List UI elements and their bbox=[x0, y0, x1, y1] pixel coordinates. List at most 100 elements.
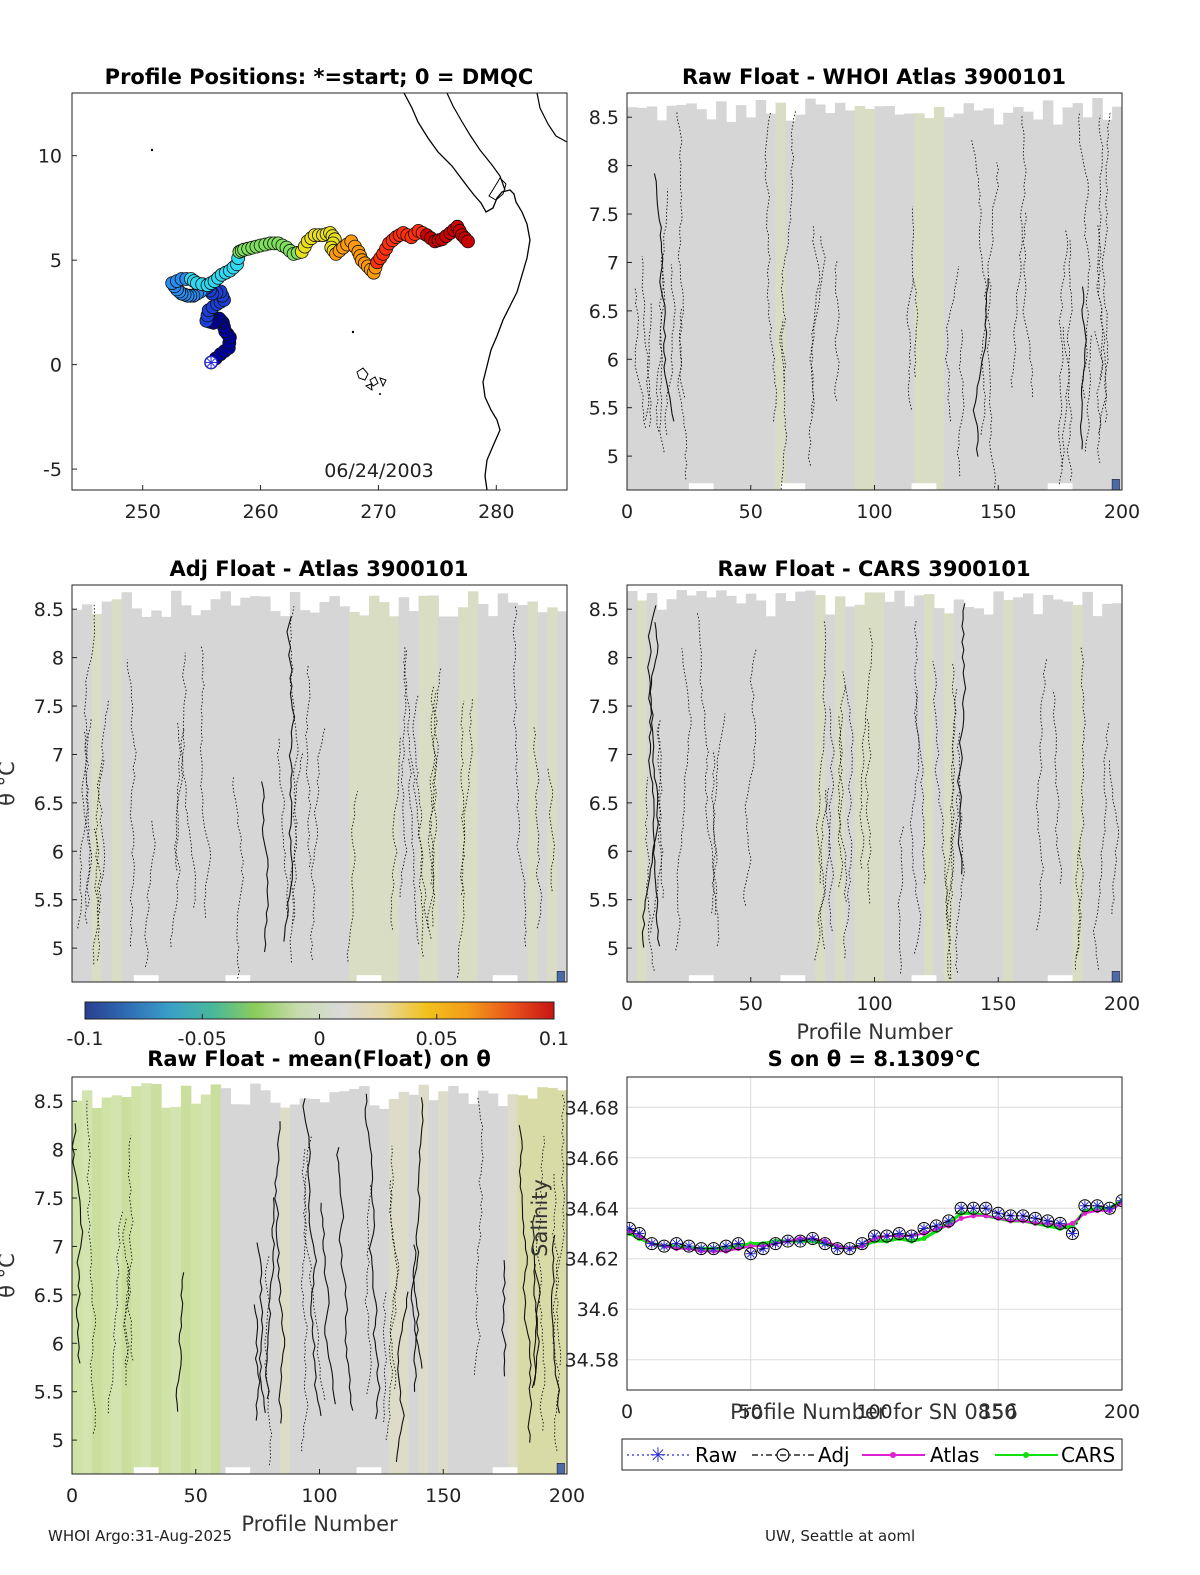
heatmap-cell bbox=[378, 1108, 390, 1474]
heatmap-contour-line bbox=[336, 1147, 354, 1411]
heatmap-cell bbox=[270, 611, 281, 982]
asterisk-marker-icon bbox=[1118, 1199, 1122, 1205]
colorbar-tick-label: 0.1 bbox=[539, 1028, 569, 1050]
asterisk-marker-icon bbox=[969, 1204, 978, 1213]
salinity-point-raw bbox=[1117, 1195, 1122, 1206]
heatmap-contour-line bbox=[303, 1136, 326, 1400]
heatmap-contour-line bbox=[395, 1291, 409, 1463]
heatmap-gap bbox=[911, 975, 937, 982]
heatmap-cell bbox=[279, 1107, 291, 1474]
heatmap-cell bbox=[844, 110, 856, 490]
heatmap-contour-line bbox=[122, 1217, 130, 1366]
heatmap-gap bbox=[688, 483, 714, 490]
asterisk-marker-icon bbox=[1118, 1196, 1122, 1202]
heatmap-cell bbox=[973, 608, 984, 982]
heatmap-cell bbox=[319, 1102, 330, 1474]
heatmap-cell bbox=[755, 100, 767, 490]
heatmap-cell bbox=[656, 120, 668, 490]
heatmap-cell bbox=[1003, 112, 1014, 490]
heatmap-gap bbox=[688, 975, 714, 982]
heatmap-cell bbox=[369, 1105, 380, 1474]
salinity-ticks: 0 50 100 150 200 34.58 34.6 34.62 34.64 34.66 34.6… bbox=[565, 1097, 1141, 1423]
heatmap-contour-line bbox=[711, 750, 717, 914]
salinity-panel: S on θ = 8.1309°C 0 50 100 150 200 34.58 34.6 3… bbox=[528, 1047, 1140, 1424]
heatmap-contour-line bbox=[1060, 327, 1071, 467]
salinity-point-raw bbox=[696, 1243, 707, 1254]
salinity-point-adj bbox=[979, 1201, 993, 1215]
salinity-point-adj bbox=[756, 1242, 770, 1256]
heatmap-cell bbox=[1042, 100, 1054, 490]
salinity-x-tick-label: 50 bbox=[739, 1401, 763, 1423]
salinity-point-adj bbox=[744, 1247, 758, 1261]
heatmap-contour-line bbox=[364, 1184, 372, 1395]
heatmap-cell bbox=[91, 1107, 103, 1474]
salinity-y-tick-label: 34.6 bbox=[577, 1299, 619, 1321]
heatmap-contour-line bbox=[412, 1244, 420, 1392]
heatmap-y-tick-label: 6 bbox=[52, 841, 64, 863]
heatmap-gap bbox=[356, 975, 382, 982]
heatmap-contour-line bbox=[320, 1202, 336, 1405]
asterisk-marker-icon bbox=[907, 1232, 916, 1240]
heatmap-y-tick-label: 7 bbox=[607, 252, 619, 274]
salinity-y-tick-label: 34.64 bbox=[565, 1198, 619, 1220]
raw-float-atlas-panel: Raw Float - WHOI Atlas 3900101 5 5.5 6 6.5 7… bbox=[589, 65, 1140, 523]
asterisk-marker-icon bbox=[1068, 1229, 1077, 1238]
heatmap-cell bbox=[349, 1089, 360, 1474]
heatmap-cell bbox=[676, 590, 687, 982]
heatmap-cell bbox=[1112, 106, 1122, 490]
heatmap-cell bbox=[904, 606, 915, 982]
heatmap-contour-line bbox=[909, 620, 922, 954]
heatmap-x-tick-label: 200 bbox=[1104, 993, 1140, 1015]
heatmap-contour-line bbox=[644, 777, 655, 971]
colorbar-tick-label: -0.05 bbox=[178, 1028, 227, 1050]
heatmap-cell bbox=[1062, 601, 1074, 982]
heatmap-cell bbox=[1062, 107, 1074, 490]
heatmap-y-tick-label: 8.5 bbox=[589, 599, 619, 621]
colorbar-tick-label: 0.05 bbox=[416, 1028, 458, 1050]
heatmap-cell bbox=[161, 1107, 172, 1474]
heatmap-contour-line bbox=[429, 690, 439, 885]
heatmap-cell bbox=[973, 110, 984, 490]
heatmap-cell bbox=[547, 607, 558, 982]
heatmap-contour-line bbox=[277, 738, 289, 917]
salinity-point-adj bbox=[645, 1237, 659, 1251]
heatmap-cell bbox=[924, 118, 935, 490]
salinity-y-tick-label: 34.68 bbox=[565, 1097, 619, 1119]
heatmap-cell bbox=[200, 610, 212, 982]
salinity-x-tick-label: 0 bbox=[621, 1401, 633, 1423]
legend-raw-label: Raw bbox=[695, 1443, 737, 1467]
map-title: Profile Positions: *=start; 0 = DMQC bbox=[105, 65, 534, 89]
heatmap-cell bbox=[894, 114, 905, 490]
asterisk-marker-icon: ✳ bbox=[650, 1443, 667, 1467]
map-coastline bbox=[150, 93, 567, 490]
raw-float-atlas-title: Raw Float - WHOI Atlas 3900101 bbox=[682, 65, 1066, 89]
heatmap-contour-line bbox=[410, 1097, 424, 1369]
salinity-point-raw bbox=[906, 1231, 917, 1242]
heatmap-cell bbox=[1013, 107, 1024, 490]
heatmap-cell bbox=[993, 591, 1004, 982]
salinity-point-raw bbox=[1067, 1228, 1078, 1239]
heatmap-cell bbox=[180, 1085, 192, 1474]
heatmap-contour-line bbox=[346, 791, 358, 962]
heatmap-y-tick-label: 8.5 bbox=[34, 1091, 64, 1113]
heatmap-contour-line bbox=[819, 786, 831, 949]
asterisk-marker-icon bbox=[684, 1242, 693, 1251]
heatmap-contour-line bbox=[97, 758, 106, 914]
map-date-annotation: 06/24/2003 bbox=[324, 460, 434, 482]
heatmap-cell bbox=[686, 103, 697, 490]
heatmap-cell bbox=[775, 593, 786, 982]
salinity-point-raw bbox=[646, 1238, 657, 1249]
heatmap-contour-line bbox=[531, 1214, 541, 1386]
heatmap-cell bbox=[765, 113, 777, 490]
heatmap-cell bbox=[884, 106, 895, 490]
heatmap-cell bbox=[627, 107, 638, 490]
heatmap-gap bbox=[133, 975, 159, 982]
heatmap-cell bbox=[765, 616, 777, 982]
heatmap-cell bbox=[418, 595, 429, 982]
heatmap-cell bbox=[339, 606, 350, 982]
heatmap-contour-line bbox=[302, 1098, 322, 1416]
heatmap-y-tick-label: 8 bbox=[52, 1140, 64, 1162]
heatmap-cell bbox=[815, 104, 826, 490]
asterisk-marker-icon bbox=[1031, 1214, 1040, 1223]
heatmap-cell bbox=[815, 595, 826, 982]
